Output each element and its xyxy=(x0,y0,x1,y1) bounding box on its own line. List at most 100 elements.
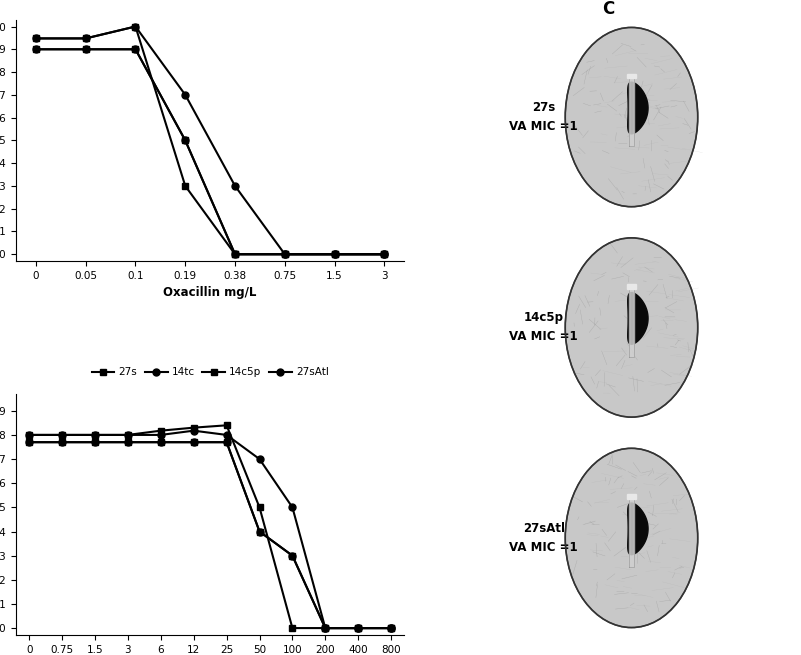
Polygon shape xyxy=(628,82,648,134)
14c5p xyxy=(330,250,340,258)
Polygon shape xyxy=(628,293,648,345)
14c5p xyxy=(386,624,396,632)
Text: 27sAtl
VA MIC =1: 27sAtl VA MIC =1 xyxy=(509,522,578,554)
14c5p xyxy=(189,424,199,432)
27s xyxy=(180,136,190,144)
Polygon shape xyxy=(630,286,634,357)
Text: 14c5p
VA MIC =1: 14c5p VA MIC =1 xyxy=(509,312,578,343)
27sAtl xyxy=(330,250,340,258)
27s xyxy=(380,250,389,258)
27s xyxy=(230,250,239,258)
Polygon shape xyxy=(626,284,636,289)
Polygon shape xyxy=(626,73,636,79)
14tc xyxy=(81,35,91,43)
14tc xyxy=(31,35,41,43)
14c xyxy=(58,431,67,439)
27sAtl xyxy=(156,438,166,446)
Line: 14c5p: 14c5p xyxy=(26,422,395,631)
Ellipse shape xyxy=(566,448,698,627)
14c5p xyxy=(123,431,133,439)
14c5p xyxy=(222,421,231,429)
14c5p xyxy=(380,250,389,258)
27sAtl xyxy=(81,45,91,53)
14c5p xyxy=(320,624,330,632)
Line: 27s: 27s xyxy=(33,46,388,257)
14c5p xyxy=(180,182,190,190)
27sAtl xyxy=(123,438,133,446)
27sAtl xyxy=(255,527,264,535)
27sAtl xyxy=(230,250,239,258)
14c xyxy=(189,427,199,435)
14c xyxy=(255,455,264,463)
14c5p xyxy=(24,431,34,439)
27sAtl xyxy=(222,438,231,446)
14c5p xyxy=(58,431,67,439)
27s xyxy=(81,45,91,53)
14tc xyxy=(131,22,140,30)
27sAtl xyxy=(24,438,34,446)
14c5p xyxy=(31,35,41,43)
Ellipse shape xyxy=(566,238,698,417)
14c5p xyxy=(81,35,91,43)
14c5p xyxy=(131,22,140,30)
14c xyxy=(123,431,133,439)
27s xyxy=(189,438,199,446)
27s xyxy=(320,624,330,632)
14tc xyxy=(180,91,190,99)
27s xyxy=(123,438,133,446)
27s xyxy=(58,438,67,446)
14c5p xyxy=(230,250,239,258)
Polygon shape xyxy=(630,497,634,567)
27sAtl xyxy=(280,250,290,258)
14c5p xyxy=(288,624,297,632)
14c5p xyxy=(255,504,264,512)
14tc xyxy=(380,250,389,258)
27s xyxy=(156,438,166,446)
27s xyxy=(330,250,340,258)
27sAtl xyxy=(31,45,41,53)
Polygon shape xyxy=(626,495,636,499)
Text: 27s
VA MIC =1: 27s VA MIC =1 xyxy=(509,101,578,133)
X-axis label: Oxacillin mg/L: Oxacillin mg/L xyxy=(163,286,257,299)
Line: 14c: 14c xyxy=(26,427,395,631)
Line: 14c5p: 14c5p xyxy=(33,23,388,257)
27s xyxy=(280,250,290,258)
27sAtl xyxy=(180,136,190,144)
14c xyxy=(288,504,297,512)
Title: C: C xyxy=(602,0,614,18)
14c xyxy=(353,624,363,632)
Polygon shape xyxy=(628,503,648,555)
27s xyxy=(255,527,264,535)
27s xyxy=(91,438,100,446)
27s xyxy=(131,45,140,53)
Line: 27s: 27s xyxy=(26,439,395,631)
27s xyxy=(24,438,34,446)
27s xyxy=(31,45,41,53)
14c5p xyxy=(280,250,290,258)
27s xyxy=(288,552,297,559)
27sAtl xyxy=(353,624,363,632)
14c xyxy=(386,624,396,632)
27sAtl xyxy=(288,552,297,559)
14tc xyxy=(280,250,290,258)
Line: 27sAtl: 27sAtl xyxy=(33,46,388,257)
14c5p xyxy=(91,431,100,439)
27sAtl xyxy=(58,438,67,446)
14c xyxy=(24,431,34,439)
27sAtl xyxy=(91,438,100,446)
Line: 27sAtl: 27sAtl xyxy=(26,439,395,631)
27sAtl xyxy=(386,624,396,632)
Line: 14tc: 14tc xyxy=(33,23,388,257)
27s xyxy=(222,438,231,446)
14c xyxy=(222,431,231,439)
27sAtl xyxy=(131,45,140,53)
14c5p xyxy=(156,427,166,435)
27sAtl xyxy=(189,438,199,446)
27s xyxy=(353,624,363,632)
14c xyxy=(156,431,166,439)
Polygon shape xyxy=(630,76,634,147)
27sAtl xyxy=(380,250,389,258)
14tc xyxy=(330,250,340,258)
Ellipse shape xyxy=(566,28,698,207)
27sAtl xyxy=(320,624,330,632)
